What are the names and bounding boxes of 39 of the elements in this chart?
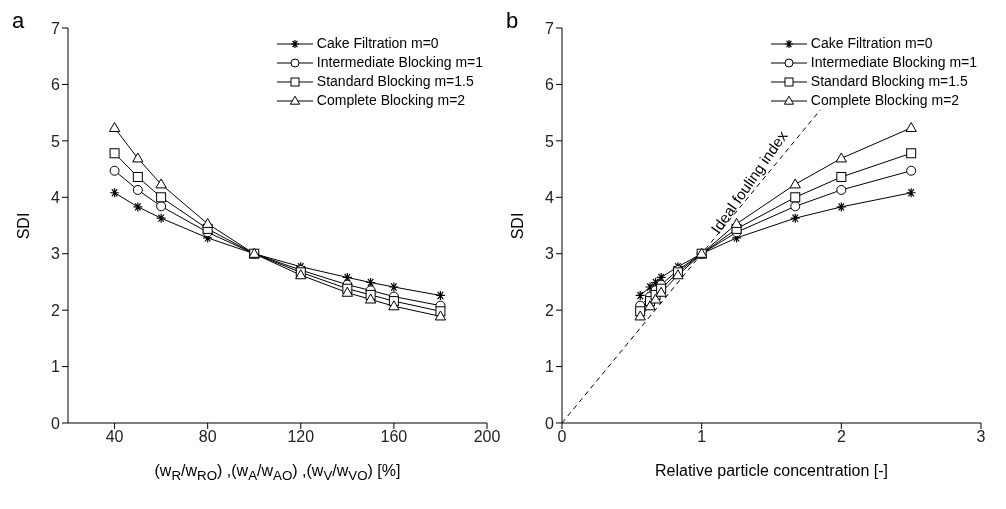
text: (w$_{R}$/w$_{RO}$) ,(w$_{A}$/w$_{AO}$) ,(w$_{V}$/w$_{VO}$) [%]: [154, 462, 401, 484]
y-axis-title: SDI: [509, 212, 527, 239]
legend-label: Complete Blocking m=2: [316, 91, 466, 110]
x-tick-label: 40: [105, 428, 124, 446]
x-tick-label: 120: [287, 428, 315, 446]
legend-label: Standard Blocking m=1.5: [316, 72, 474, 91]
legend-label: Complete Blocking m=2: [810, 91, 960, 110]
x-tick-label: 160: [380, 428, 408, 446]
legend-label: Intermediate Blocking m=1: [316, 53, 483, 72]
y-tick-label: 5: [51, 132, 61, 150]
x-tick-label: 3: [976, 428, 986, 446]
chart-title: a: [12, 8, 25, 34]
chart-title: b: [506, 8, 519, 34]
legend-label: Intermediate Blocking m=1: [810, 53, 977, 72]
y-tick-label: 4: [51, 188, 61, 206]
x-tick-label: 80: [198, 428, 217, 446]
x-tick-label: 0: [557, 428, 567, 446]
legend-label: Cake Filtration m=0: [810, 34, 933, 53]
y-tick-label: 1: [51, 358, 61, 376]
y-tick-label: 0: [545, 414, 555, 432]
y-tick-label: 2: [51, 301, 61, 319]
y-tick-label: 4: [545, 188, 555, 206]
legend-label: Cake Filtration m=0: [316, 34, 439, 53]
y-tick-label: 6: [51, 76, 61, 94]
x-axis-title: Relative particle concentration [-]: [654, 462, 889, 480]
y-tick-label: 0: [51, 414, 61, 432]
x-tick-label: 200: [473, 428, 501, 446]
x-tick-label: 2: [836, 428, 846, 446]
y-tick-label: 2: [545, 301, 555, 319]
y-tick-label: 7: [51, 19, 61, 37]
y-tick-label: 3: [545, 245, 555, 263]
y-tick-label: 1: [545, 358, 555, 376]
y-tick-label: 6: [545, 76, 555, 94]
y-tick-label: 3: [51, 245, 61, 263]
y-tick-label: 5: [545, 132, 555, 150]
legend-label: Standard Blocking m=1.5: [810, 72, 968, 91]
x-tick-label: 1: [697, 428, 707, 446]
y-axis-title: SDI: [15, 212, 33, 239]
y-tick-label: 7: [545, 19, 555, 37]
